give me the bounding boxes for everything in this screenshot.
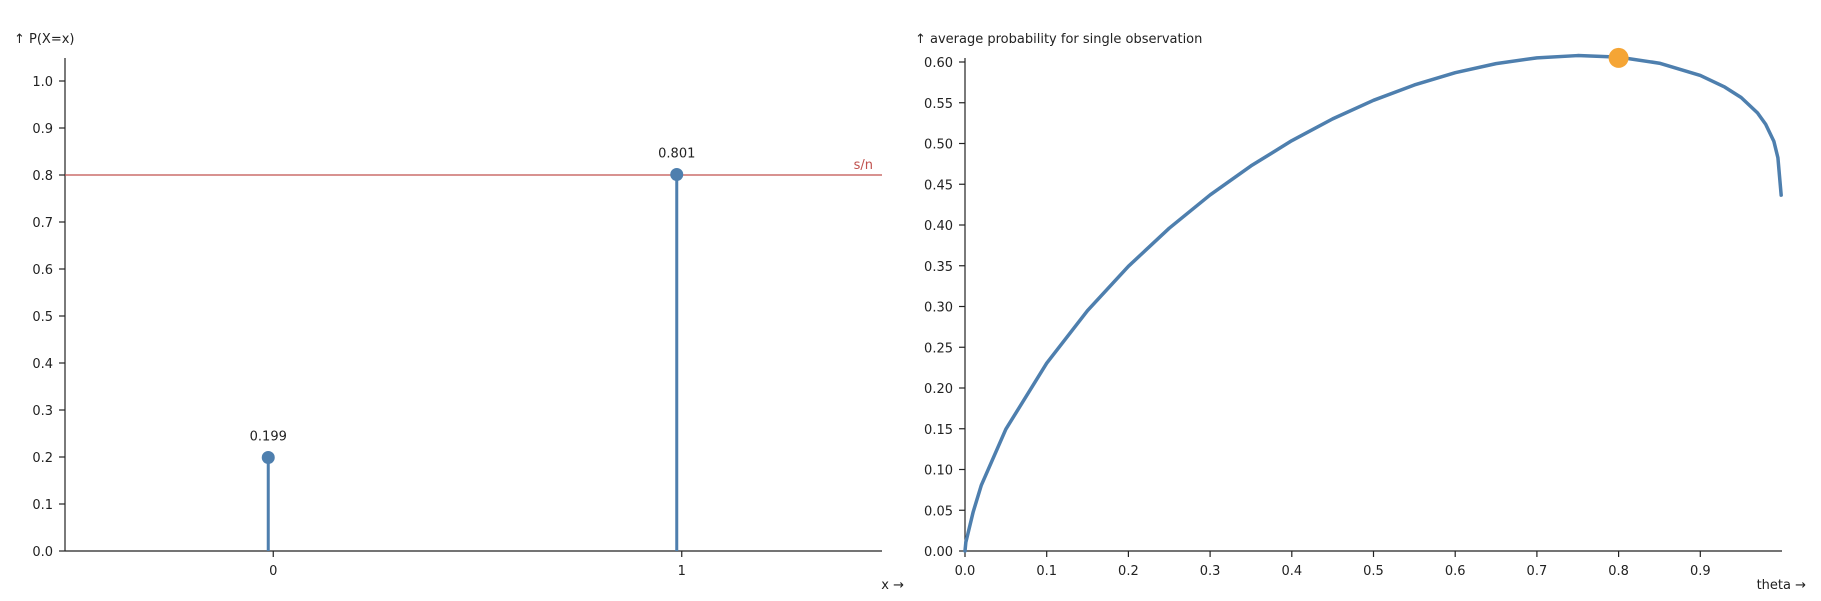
right-y-tick-label: 0.15 (924, 423, 953, 438)
right-y-tick-label: 0.60 (924, 56, 953, 71)
left-y-tick-label: 0.3 (32, 404, 53, 419)
left-x-tick-label: 0 (269, 564, 277, 579)
right-y-tick-label: 0.35 (924, 260, 953, 275)
right-y-tick-label: 0.05 (924, 504, 953, 519)
likelihood-curve (963, 53, 1783, 553)
right-y-tick-label: 0.00 (924, 545, 953, 560)
left-y-tick-label: 1.0 (32, 75, 53, 90)
left-x-tick-label: 1 (678, 564, 686, 579)
right-x-tick-label: 0.2 (1118, 564, 1139, 579)
left-y-tick-label: 0.9 (32, 122, 53, 137)
left-y-tick-label: 0.4 (32, 357, 53, 372)
stem-point (261, 450, 275, 464)
right-x-tick-label: 0.8 (1608, 564, 1629, 579)
right-y-ticks: 0.00 0.05 0.10 0.15 0.20 0.25 0.30 0.35 0.40 0.45… (924, 56, 965, 560)
left-y-axis-label: ↑ P(X=x) (14, 32, 75, 47)
right-y-axis-label: ↑ average probability for single observa… (915, 32, 1202, 47)
left-y-tick-label: 0.2 (32, 451, 53, 466)
right-y-tick-label: 0.40 (924, 219, 953, 234)
pmf-stem-chart: ↑ P(X=x) 0.0 0.1 0.2 0.3 0.4 0.5 0.6 0.7 0.8 0.9 1… (14, 32, 904, 593)
right-x-tick-label: 0.9 (1690, 564, 1711, 579)
likelihood-line-chart: ↑ average probability for single observa… (915, 32, 1806, 593)
right-x-axis-label: theta → (1757, 578, 1807, 593)
maximum-marker (1608, 47, 1629, 68)
right-y-tick-label: 0.10 (924, 464, 953, 479)
reference-line-label: s/n (854, 158, 873, 173)
left-y-tick-label: 0.6 (32, 263, 53, 278)
right-x-tick-label: 0.7 (1527, 564, 1548, 579)
left-y-tick-label: 0.1 (32, 498, 53, 513)
right-x-tick-label: 0.1 (1036, 564, 1057, 579)
left-y-ticks: 0.0 0.1 0.2 0.3 0.4 0.5 0.6 0.7 0.8 0.9 1.0 (32, 75, 65, 560)
left-y-tick-label: 0.5 (32, 310, 53, 325)
right-y-tick-label: 0.50 (924, 138, 953, 153)
right-y-tick-label: 0.30 (924, 301, 953, 316)
stem-value-label: 0.199 (250, 429, 287, 444)
stem-value-label: 0.801 (658, 147, 695, 162)
stems: 0.199 0.801 (250, 147, 695, 551)
left-y-tick-label: 0.0 (32, 545, 53, 560)
left-x-axis-label: x → (881, 578, 904, 593)
right-y-tick-label: 0.55 (924, 97, 953, 112)
right-x-tick-label: 0.0 (955, 564, 976, 579)
right-y-tick-label: 0.25 (924, 341, 953, 356)
right-x-tick-label: 0.5 (1363, 564, 1384, 579)
right-y-tick-label: 0.20 (924, 382, 953, 397)
left-y-tick-label: 0.8 (32, 169, 53, 184)
left-y-tick-label: 0.7 (32, 216, 53, 231)
right-x-ticks: 0.0 0.1 0.2 0.3 0.4 0.5 0.6 0.7 0.8 0.9 (955, 551, 1711, 579)
stem-point (670, 168, 684, 182)
right-x-tick-label: 0.3 (1200, 564, 1221, 579)
right-x-tick-label: 0.6 (1445, 564, 1466, 579)
right-y-tick-label: 0.45 (924, 178, 953, 193)
right-x-tick-label: 0.4 (1281, 564, 1302, 579)
